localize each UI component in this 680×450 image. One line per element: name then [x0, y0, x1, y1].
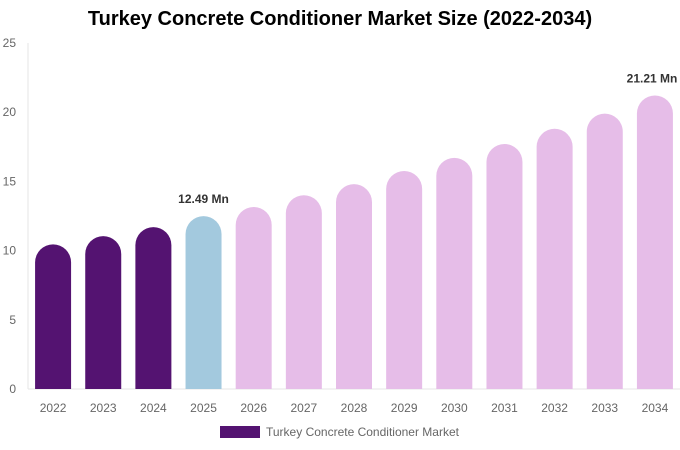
x-tick-label: 2022: [40, 401, 67, 415]
data-label: 12.49 Mn: [178, 192, 229, 206]
x-tick-label: 2023: [90, 401, 117, 415]
bar-2025: [185, 216, 222, 389]
bar-2031: [486, 144, 523, 389]
bar-2028: [336, 184, 372, 389]
y-tick-label: 10: [3, 244, 17, 258]
x-tick-label: 2027: [290, 401, 317, 415]
bar-2024: [135, 227, 172, 389]
bar-2030: [436, 157, 473, 389]
bar-2034: [636, 95, 673, 389]
x-tick-label: 2026: [240, 401, 267, 415]
bar-2029: [386, 171, 423, 389]
x-tick-label: 2025: [190, 401, 217, 415]
bar-2027: [285, 195, 322, 389]
bar-2022: [35, 244, 72, 389]
bar-2026: [235, 207, 272, 389]
x-tick-label: 2024: [140, 401, 167, 415]
y-tick-label: 15: [3, 174, 17, 188]
legend: Turkey Concrete Conditioner Market: [220, 425, 459, 439]
bar-2032: [536, 128, 573, 390]
x-tick-label: 2032: [541, 401, 568, 415]
data-label: 21.21 Mn: [627, 71, 678, 85]
x-tick-label: 2031: [491, 401, 518, 415]
y-tick-label: 0: [9, 382, 16, 396]
y-tick-label: 20: [3, 105, 17, 119]
x-tick-label: 2030: [441, 401, 468, 415]
x-tick-label: 2033: [591, 401, 618, 415]
bar-2033: [586, 113, 623, 390]
y-tick-label: 5: [9, 313, 16, 327]
legend-swatch: [220, 426, 260, 438]
y-tick-label: 25: [3, 36, 17, 50]
legend-label: Turkey Concrete Conditioner Market: [266, 425, 459, 439]
bar-2023: [85, 236, 122, 389]
x-tick-label: 2029: [391, 401, 418, 415]
chart-title: Turkey Concrete Conditioner Market Size …: [87, 8, 593, 30]
x-tick-label: 2034: [642, 401, 669, 415]
x-tick-label: 2028: [341, 401, 368, 415]
